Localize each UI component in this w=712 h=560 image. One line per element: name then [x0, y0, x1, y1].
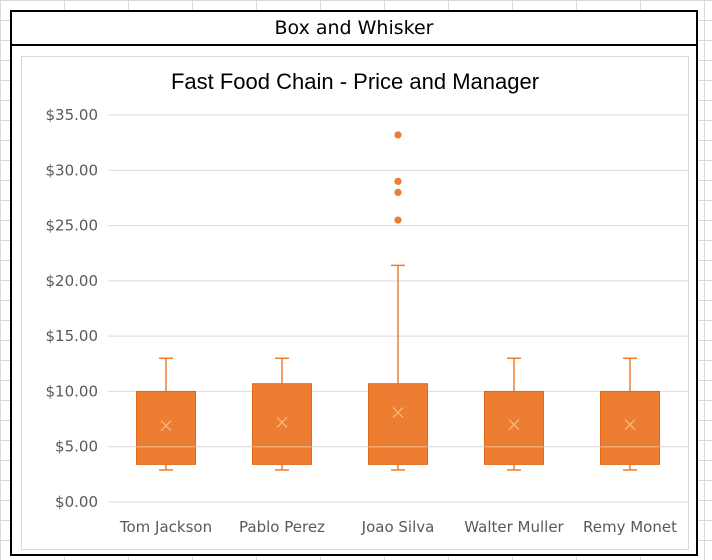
- chart-frame: Box and Whisker Fast Food Chain - Price …: [10, 10, 698, 556]
- x-category-label: Pablo Perez: [239, 518, 325, 536]
- box-body: [136, 390, 196, 465]
- x-category-label: Remy Monet: [583, 518, 677, 536]
- y-tick-label: $35.00: [46, 106, 99, 124]
- box-body: [252, 383, 312, 465]
- y-tick-label: $15.00: [46, 327, 99, 345]
- mean-marker: [508, 419, 520, 431]
- chart-title: Fast Food Chain - Price and Manager: [170, 69, 540, 94]
- y-tick-label: $25.00: [46, 217, 99, 235]
- y-tick-label: $0.00: [55, 493, 98, 511]
- mean-marker: [624, 419, 636, 431]
- x-category-label: Joao Silva: [361, 518, 435, 536]
- outlier-point: [394, 177, 402, 185]
- box-body: [600, 390, 660, 465]
- y-tick-label: $10.00: [46, 382, 99, 400]
- box-plot: $0.00 $5.00 $10.00 $15.00 $20.00 $25.00 $30.00…: [46, 106, 688, 536]
- y-tick-label: $30.00: [46, 161, 99, 179]
- chart-area[interactable]: Fast Food Chain - Price and Manager $0.0…: [21, 56, 689, 550]
- box-body: [484, 390, 544, 465]
- y-tick-label: $20.00: [46, 272, 99, 290]
- box-body: [368, 383, 428, 465]
- window-title: Box and Whisker: [12, 12, 696, 46]
- x-category-label: Walter Muller: [464, 518, 564, 536]
- outlier-point: [394, 131, 402, 139]
- outlier-point: [394, 188, 402, 196]
- mean-marker: [392, 406, 404, 418]
- mean-marker: [276, 416, 288, 428]
- outlier-point: [394, 216, 402, 224]
- y-tick-label: $5.00: [55, 438, 98, 456]
- mean-marker: [160, 420, 172, 432]
- x-category-label: Tom Jackson: [119, 518, 212, 536]
